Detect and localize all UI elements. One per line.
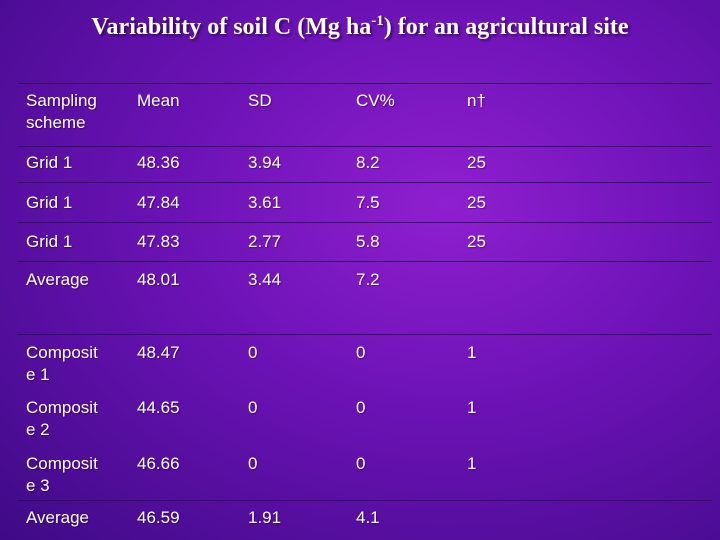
header-n: n† xyxy=(467,91,486,110)
cell-sd: 0 xyxy=(248,454,258,473)
cell-mean: 44.65 xyxy=(137,398,180,417)
cell-sd: 3.61 xyxy=(248,193,282,212)
cell-sd: 0 xyxy=(248,398,258,417)
cell-scheme: Composit e 1 xyxy=(26,342,98,386)
cell-scheme: Grid 1 xyxy=(26,153,73,172)
row-rule xyxy=(18,182,712,183)
cell-cv: 0 xyxy=(356,343,366,362)
row-rule xyxy=(18,222,712,223)
title-main: Variability of soil C (Mg ha xyxy=(91,14,372,40)
cell-scheme: Grid 1 xyxy=(26,193,73,212)
cell-n: 25 xyxy=(467,232,486,251)
title-superscript: -1 xyxy=(371,13,384,29)
cell-scheme-line1: Composit xyxy=(26,343,98,362)
cell-sd: 3.94 xyxy=(248,153,282,172)
cell-scheme: Average xyxy=(26,508,90,527)
cell-cv: 0 xyxy=(356,398,366,417)
cell-mean: 47.84 xyxy=(137,193,180,212)
cell-scheme: Composit e 3 xyxy=(26,453,98,497)
cell-mean: 47.83 xyxy=(137,232,180,251)
header-sd: SD xyxy=(248,91,272,110)
cell-n: 25 xyxy=(467,193,486,212)
cell-cv: 7.5 xyxy=(356,193,380,212)
cell-scheme-line2: e 3 xyxy=(26,476,50,495)
cell-cv: 4.1 xyxy=(356,508,380,527)
cell-cv: 5.8 xyxy=(356,232,380,251)
header-sampling-line2: scheme xyxy=(26,113,86,132)
cell-scheme: Grid 1 xyxy=(26,232,73,251)
header-cv: CV% xyxy=(356,91,395,110)
cell-mean: 48.01 xyxy=(137,270,180,289)
slide-title: Variability of soil C (Mg ha-1) for an a… xyxy=(0,14,720,41)
cell-sd: 1.91 xyxy=(248,508,282,527)
cell-cv: 0 xyxy=(356,454,366,473)
title-rest: ) for an agricultural site xyxy=(383,14,629,40)
cell-n: 1 xyxy=(467,343,477,362)
row-rule xyxy=(18,261,712,262)
cell-mean: 48.36 xyxy=(137,153,180,172)
cell-cv: 8.2 xyxy=(356,153,380,172)
header-sampling-line1: Sampling xyxy=(26,91,97,110)
cell-cv: 7.2 xyxy=(356,270,380,289)
cell-scheme-line1: Composit xyxy=(26,454,98,473)
cell-n: 25 xyxy=(467,153,486,172)
cell-n: 1 xyxy=(467,454,477,473)
cell-mean: 46.66 xyxy=(137,454,180,473)
table-top-rule xyxy=(18,83,712,84)
row-rule xyxy=(18,500,712,501)
cell-scheme-line1: Composit xyxy=(26,398,98,417)
cell-sd: 3.44 xyxy=(248,270,282,289)
cell-scheme-line2: e 2 xyxy=(26,420,50,439)
table-header-rule xyxy=(18,146,712,147)
header-mean: Mean xyxy=(137,91,180,110)
cell-mean: 48.47 xyxy=(137,343,180,362)
cell-scheme: Composit e 2 xyxy=(26,397,98,441)
cell-sd: 0 xyxy=(248,343,258,362)
cell-scheme-line2: e 1 xyxy=(26,365,50,384)
row-rule xyxy=(18,334,712,335)
cell-n: 1 xyxy=(467,398,477,417)
cell-scheme: Average xyxy=(26,270,90,289)
cell-sd: 2.77 xyxy=(248,232,282,251)
header-sampling-scheme: Sampling scheme xyxy=(26,90,97,134)
cell-mean: 46.59 xyxy=(137,508,180,527)
